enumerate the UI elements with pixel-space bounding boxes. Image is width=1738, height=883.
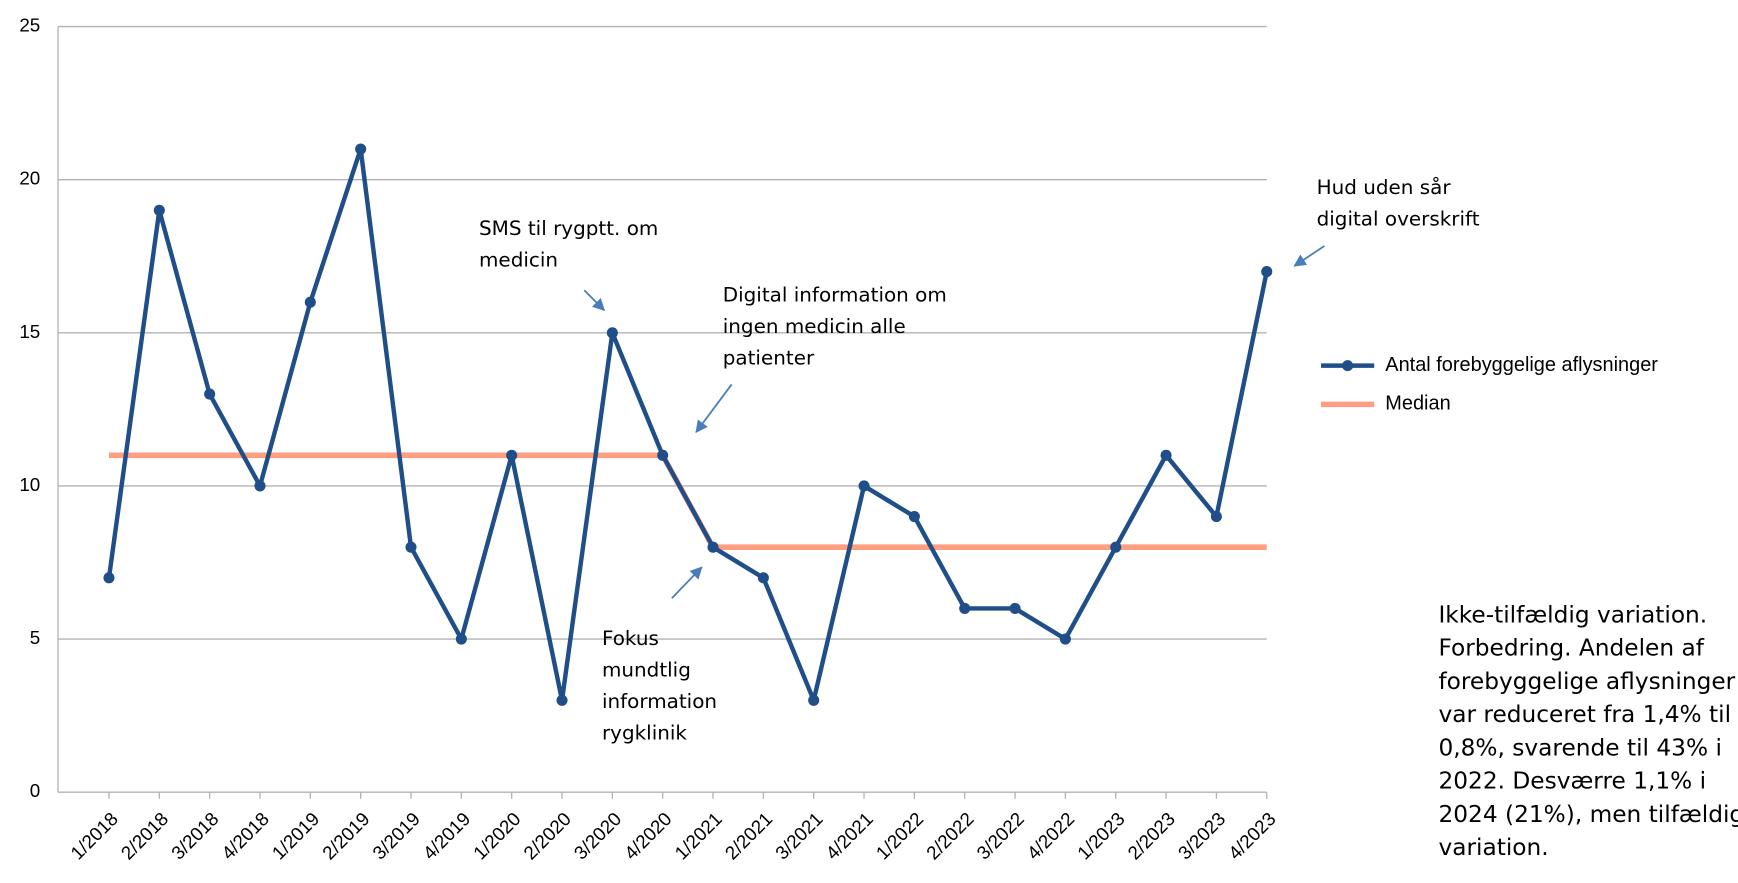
- x-tick-label: 2/2022: [922, 808, 978, 864]
- data-point: [254, 480, 266, 492]
- data-point: [1059, 633, 1071, 645]
- legend-marker: [1342, 360, 1354, 372]
- arrow: [671, 566, 703, 599]
- y-tick-label: 10: [19, 474, 40, 495]
- legend-label: Antal forebyggelige aflysninger: [1385, 354, 1658, 376]
- annotation: SMS til rygptt. om: [479, 216, 658, 240]
- data-point: [1210, 511, 1222, 523]
- arrow: [695, 383, 733, 434]
- note-text: var reduceret fra 1,4% til: [1438, 701, 1731, 728]
- note-text: Ikke-tilfældig variation.: [1438, 601, 1707, 628]
- annotation: Fokus: [602, 626, 659, 650]
- x-tick-label: 1/2023: [1073, 808, 1129, 864]
- x-tick-label: 3/2019: [368, 808, 424, 864]
- y-tick-label: 0: [30, 780, 40, 801]
- arrow: [1293, 245, 1325, 267]
- data-point: [556, 694, 568, 706]
- data-point: [1160, 449, 1172, 461]
- data-point: [103, 572, 115, 584]
- data-point: [1110, 541, 1122, 553]
- data-point: [606, 327, 618, 339]
- data-point: [355, 143, 367, 155]
- x-tick-label: 4/2020: [620, 808, 676, 864]
- y-tick-label: 20: [19, 168, 40, 189]
- data-point: [405, 541, 417, 553]
- y-tick-label: 15: [19, 321, 40, 342]
- note-text: Forbedring. Andelen af: [1438, 635, 1704, 662]
- note-text: forebyggelige aflysninger: [1438, 668, 1735, 695]
- x-tick-label: 4/2018: [217, 808, 273, 864]
- x-tick-label: 3/2018: [167, 808, 223, 864]
- y-tick-label: 5: [30, 627, 40, 648]
- y-tick-label: 25: [19, 15, 40, 36]
- note-text: 0,8%, svarende til 43% i: [1438, 734, 1721, 761]
- x-tick-label: 1/2019: [268, 808, 324, 864]
- annotation: information: [602, 689, 717, 713]
- data-point: [304, 296, 316, 308]
- x-tick-label: 3/2021: [771, 808, 827, 864]
- x-tick-label: 2/2019: [318, 808, 374, 864]
- arrow: [583, 289, 606, 312]
- data-point: [808, 694, 820, 706]
- note-text: 2024 (21%), men tilfældig: [1438, 801, 1738, 828]
- data-point: [1009, 602, 1021, 614]
- data-point: [204, 388, 216, 400]
- data-point: [1261, 266, 1273, 278]
- annotation: mundtlig: [602, 657, 691, 681]
- x-tick-label: 3/2022: [972, 808, 1028, 864]
- x-tick-label: 1/2018: [66, 808, 122, 864]
- x-tick-label: 4/2019: [419, 808, 475, 864]
- data-point: [858, 480, 870, 492]
- x-tick-label: 1/2022: [872, 808, 928, 864]
- data-point: [506, 449, 518, 461]
- data-point: [908, 511, 920, 523]
- annotation: Digital information om: [723, 282, 947, 306]
- x-tick-label: 1/2021: [670, 808, 726, 864]
- annotation: Hud uden sår: [1317, 175, 1452, 199]
- note-text: variation.: [1438, 834, 1548, 861]
- x-tick-label: 4/2021: [821, 808, 877, 864]
- annotation: patienter: [723, 345, 815, 369]
- legend-label: Median: [1385, 393, 1450, 415]
- data-point: [153, 204, 165, 216]
- data-point: [959, 602, 971, 614]
- annotation: ingen medicin alle: [723, 314, 906, 338]
- annotation: rygklinik: [602, 720, 687, 744]
- x-tick-label: 4/2022: [1023, 808, 1079, 864]
- annotation: digital overskrift: [1317, 206, 1480, 230]
- x-tick-label: 3/2023: [1174, 808, 1230, 864]
- x-tick-label: 3/2020: [570, 808, 626, 864]
- x-tick-label: 2/2018: [117, 808, 173, 864]
- data-point: [455, 633, 467, 645]
- x-tick-label: 2/2021: [721, 808, 777, 864]
- annotation: medicin: [479, 247, 558, 271]
- data-point: [657, 449, 669, 461]
- x-tick-label: 4/2023: [1224, 808, 1280, 864]
- x-tick-label: 2/2023: [1123, 808, 1179, 864]
- series-line: [106, 146, 1269, 703]
- note-text: 2022. Desværre 1,1% i: [1438, 768, 1706, 795]
- data-point: [757, 572, 769, 584]
- x-tick-label: 1/2020: [469, 808, 525, 864]
- x-tick-label: 2/2020: [519, 808, 575, 864]
- data-point: [707, 541, 719, 553]
